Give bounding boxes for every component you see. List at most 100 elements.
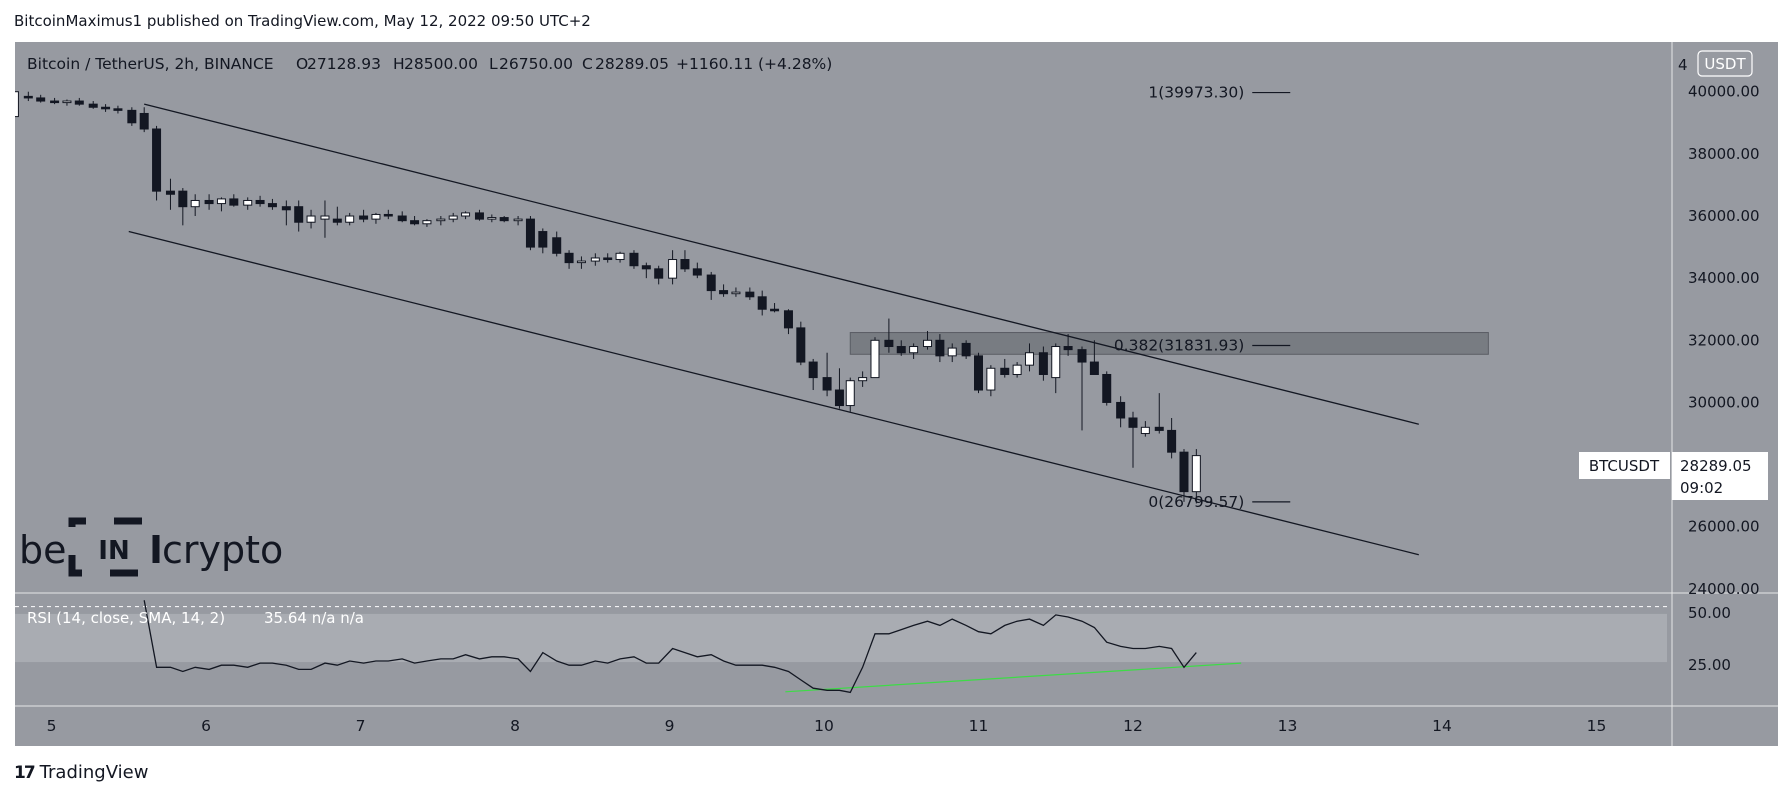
- ohlc-open-label: O: [296, 55, 308, 73]
- candle: [474, 209, 484, 221]
- candle: [845, 377, 855, 412]
- candle: [216, 197, 226, 212]
- fib-level-label: 0.382(31831.93): [1114, 337, 1244, 355]
- candle: [243, 197, 253, 210]
- descending-channel: [128, 103, 1419, 556]
- watermark-crypto: crypto: [162, 528, 283, 572]
- candle-body-down: [564, 252, 574, 264]
- last-price-symbol: BTCUSDT: [1589, 457, 1660, 475]
- candle: [896, 340, 906, 356]
- ohlc-high-label: H: [393, 55, 405, 73]
- candle-body-up: [668, 259, 678, 279]
- candle-body-up: [216, 198, 226, 205]
- candle-body-down: [88, 103, 98, 108]
- candle-body-down: [1077, 349, 1087, 363]
- resistance-zone: [849, 332, 1489, 355]
- candle-body-down: [204, 199, 214, 205]
- candle-body-up: [923, 339, 933, 348]
- price-tick-label: 36000.00: [1688, 207, 1760, 225]
- candle-body-down: [1116, 401, 1126, 419]
- candle: [36, 94, 46, 103]
- symbol-line: Bitcoin / TetherUS, 2h, BINANCE: [27, 55, 274, 73]
- candle-body-down: [834, 389, 844, 407]
- candle-body-down: [397, 215, 407, 222]
- fib-levels: 1(39973.30) 0.382(31831.93) 0(26799.57): [1114, 84, 1291, 511]
- candle: [538, 228, 548, 254]
- candle: [1051, 343, 1061, 394]
- candle-body-down: [281, 206, 291, 211]
- candle: [576, 256, 586, 269]
- candle-body-up: [62, 100, 72, 104]
- candle: [796, 321, 806, 366]
- candle: [870, 337, 880, 379]
- candle: [822, 352, 832, 397]
- currency-badge-box: [1697, 50, 1753, 77]
- candle: [1063, 334, 1073, 356]
- price-axis: 40000.00 38000.00 36000.00 34000.00 32000.00…: [1688, 83, 1760, 598]
- publisher-line: BitcoinMaximus1 published on TradingView…: [14, 12, 591, 30]
- candle-body-down: [1000, 367, 1010, 375]
- candle: [947, 343, 957, 363]
- time-tick-label: 6: [201, 717, 211, 735]
- candle-body-up: [590, 257, 600, 262]
- candle-body-up: [576, 260, 586, 264]
- channel-upper-line: [144, 103, 1419, 425]
- candle: [88, 101, 98, 109]
- candle: [397, 211, 407, 223]
- candle: [935, 334, 945, 363]
- candle: [294, 200, 304, 232]
- candle-body-down: [152, 128, 162, 192]
- rsi-divergence-line: [785, 662, 1242, 693]
- last-price-symbol-box: [1579, 452, 1670, 479]
- candle: [783, 309, 793, 335]
- candle: [229, 194, 239, 207]
- currency-badge[interactable]: USDT: [1697, 50, 1753, 77]
- candle: [23, 91, 33, 102]
- candle-body-down: [294, 206, 304, 223]
- candle-body-up: [858, 377, 868, 382]
- candle-body-down: [383, 213, 393, 217]
- candle-body-down: [629, 252, 639, 267]
- candle-body-down: [935, 339, 945, 357]
- tradingview-footer: 17 TradingView: [14, 762, 148, 783]
- candle-body-up: [513, 218, 523, 222]
- candle-body-down: [525, 218, 535, 248]
- candle: [487, 214, 497, 223]
- rsi-band: [15, 613, 1667, 663]
- candle: [383, 209, 393, 220]
- candle: [113, 105, 123, 114]
- candle: [371, 212, 381, 224]
- candle-body-down: [1128, 417, 1138, 428]
- rsi-pane: [15, 600, 1667, 694]
- last-price-tag: BTCUSDT 28289.05 09:02: [1579, 452, 1768, 500]
- candle: [422, 219, 432, 227]
- last-price-countdown: 09:02: [1680, 479, 1723, 497]
- candle: [641, 262, 651, 279]
- candle-body-down: [1102, 373, 1112, 403]
- candle-body-down: [680, 259, 690, 270]
- candle-body-down: [757, 296, 767, 310]
- candle-body-down: [1154, 426, 1164, 431]
- ohlc-high: 28500.00: [404, 55, 478, 73]
- candle: [152, 125, 162, 201]
- last-price-value: 28289.05: [1680, 457, 1752, 475]
- candle-body-down: [692, 268, 702, 276]
- candle: [165, 178, 175, 210]
- price-tick-label: 26000.00: [1688, 518, 1760, 536]
- time-tick-label: 8: [510, 717, 520, 735]
- time-tick-label: 10: [814, 717, 834, 735]
- candle: [139, 107, 149, 133]
- candle-body-down: [23, 95, 33, 99]
- candle-body-up: [731, 291, 741, 295]
- candle-body-down: [410, 220, 420, 225]
- candle-body-down: [552, 237, 562, 254]
- candle-body-up: [345, 215, 355, 223]
- price-tick-label: 30000.00: [1688, 393, 1760, 411]
- candle: [603, 253, 613, 263]
- candle: [1000, 358, 1010, 378]
- candle: [706, 271, 716, 300]
- candle-body-down: [974, 355, 983, 391]
- candle-body-down: [36, 97, 46, 102]
- candle-body-down: [113, 108, 123, 111]
